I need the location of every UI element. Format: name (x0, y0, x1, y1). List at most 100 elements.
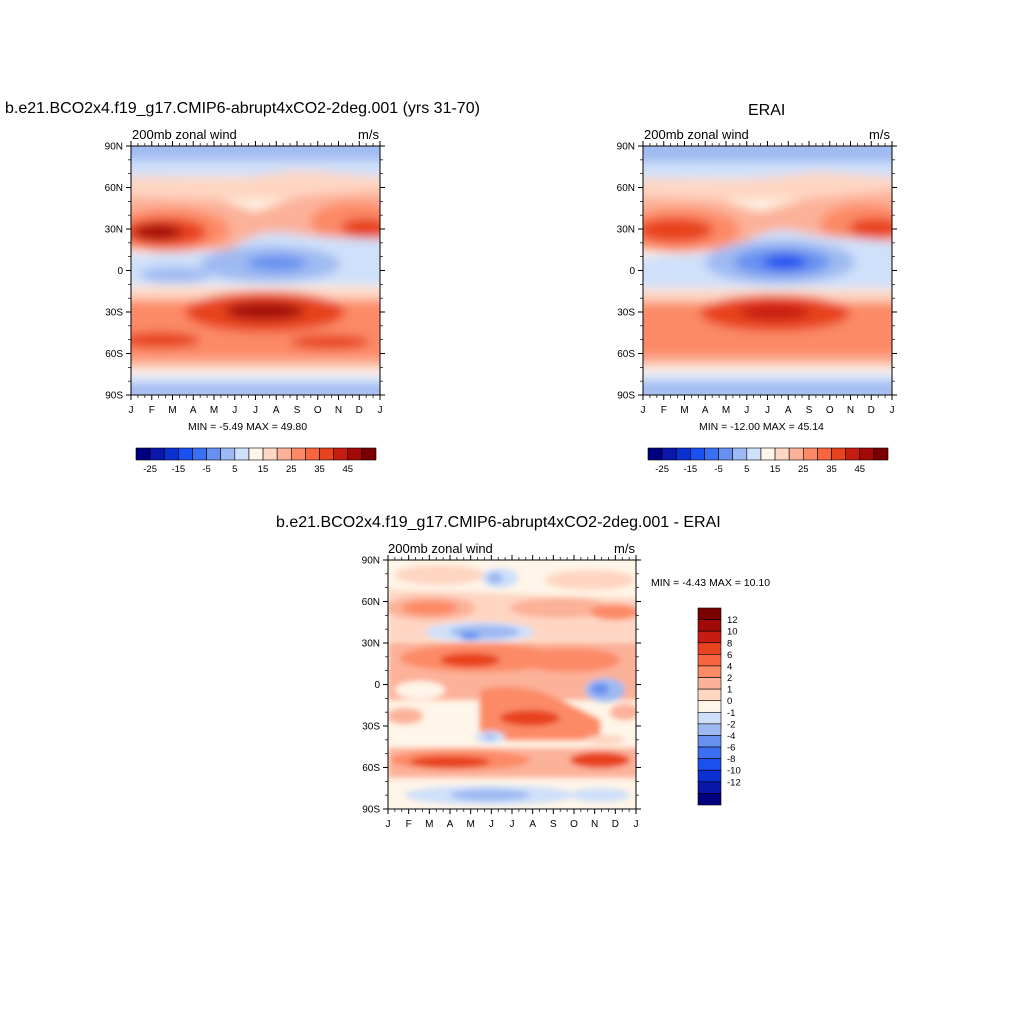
erai-x-tick-label: D (868, 405, 875, 416)
model-x-tick-label: J (378, 405, 383, 416)
model-colorbar-box (276, 447, 292, 461)
model-x-tick-label: A (190, 405, 197, 416)
erai-x-tick-label: M (722, 405, 730, 416)
model-colorbar-box (220, 447, 236, 461)
diff-colorbar-box (697, 700, 722, 713)
diff-x-tick-label: A (447, 819, 454, 830)
diff-colorbar-box (697, 758, 722, 771)
erai-contour-field (643, 146, 892, 395)
erai-panel-title: ERAI (748, 102, 786, 119)
diff-colorbar-box (697, 746, 722, 759)
model-y-tick-label: 30N (105, 225, 123, 236)
diff-colorbar-label: -6 (727, 743, 735, 754)
erai-colorbar-box (746, 447, 762, 461)
diff-stats: MIN = -4.43 MAX = 10.10 (651, 577, 771, 589)
diff-x-tick-label: A (529, 819, 536, 830)
diff-colorbar-box (697, 619, 722, 632)
erai-field-label: 200mb zonal wind (644, 127, 749, 142)
model-colorbar-box (305, 447, 320, 461)
diff-x-tick-label: F (406, 819, 412, 830)
erai-x-tick-label: J (890, 405, 895, 416)
erai-x-tick-label: J (765, 405, 770, 416)
erai-colorbar-box (732, 447, 748, 461)
erai-colorbar-box (760, 447, 776, 461)
model-y-tick-label: 60N (105, 183, 123, 194)
diff-colorbar-box (697, 654, 722, 667)
diff-x-tick-label: M (425, 819, 433, 830)
model-colorbar-box (149, 447, 165, 461)
model-colorbar-box (206, 447, 222, 461)
diff-x-tick-label: D (612, 819, 619, 830)
erai-y-tick-label: 90S (617, 391, 635, 402)
model-field-label: 200mb zonal wind (132, 127, 237, 142)
model-x-tick-label: J (232, 405, 237, 416)
model-colorbar-label: 5 (232, 464, 237, 475)
model-x-tick-label: J (129, 405, 134, 416)
model-colorbar-box (319, 447, 334, 461)
erai-colorbar-box (690, 447, 705, 461)
erai-colorbar-box (647, 447, 663, 461)
diff-colorbar-label: 8 (727, 638, 732, 649)
model-colorbar-label: 15 (258, 464, 269, 475)
diff-units-label: m/s (614, 541, 635, 556)
model-x-tick-label: N (335, 405, 342, 416)
diff-colorbar-label: 2 (727, 673, 732, 684)
model-units-label: m/s (358, 127, 379, 142)
model-x-tick-label: F (149, 405, 155, 416)
erai-colorbar-box (788, 447, 804, 461)
diff-colorbar-box (697, 607, 722, 620)
diff-x-tick-label: J (510, 819, 515, 830)
erai-y-tick-label: 60S (617, 349, 635, 360)
erai-colorbar-box (831, 447, 846, 461)
diff-colorbar-label: -10 (727, 766, 741, 777)
erai-colorbar-box (802, 447, 818, 461)
erai-x-tick-label: M (680, 405, 688, 416)
erai-colorbar-box (859, 447, 875, 461)
model-x-tick-label: S (294, 405, 301, 416)
diff-colorbar-box (697, 665, 722, 678)
model-colorbar-box (361, 447, 377, 461)
diff-colorbar-label: 4 (727, 661, 732, 672)
diff-x-tick-label: O (570, 819, 578, 830)
diff-colorbar-label: 1 (727, 685, 732, 696)
erai-colorbar-box (718, 447, 734, 461)
model-x-tick-label: J (253, 405, 258, 416)
erai-colorbar-label: -15 (683, 464, 697, 475)
erai-x-tick-label: N (847, 405, 854, 416)
model-colorbar-label: -15 (171, 464, 185, 475)
model-colorbar-box (290, 447, 306, 461)
erai-x-tick-label: F (661, 405, 667, 416)
model-stats: MIN = -5.49 MAX = 49.80 (188, 421, 308, 433)
model-panel-title: b.e21.BCO2x4.f19_g17.CMIP6-abrupt4xCO2-2… (5, 100, 480, 117)
model-colorbar-label: 25 (286, 464, 297, 475)
diff-x-tick-label: M (466, 819, 474, 830)
erai-colorbar-label: 35 (826, 464, 837, 475)
diff-colorbar-label: -8 (727, 754, 735, 765)
diff-x-tick-label: J (634, 819, 639, 830)
erai-colorbar-label: -25 (655, 464, 669, 475)
diff-y-tick-label: 60N (362, 597, 380, 608)
erai-x-tick-label: A (785, 405, 792, 416)
diff-x-tick-label: J (489, 819, 494, 830)
erai-colorbar-box (845, 447, 861, 461)
model-colorbar-box (262, 447, 278, 461)
diff-colorbar-label: -2 (727, 719, 735, 730)
diff-panel-title: b.e21.BCO2x4.f19_g17.CMIP6-abrupt4xCO2-2… (276, 514, 721, 531)
diff-colorbar-box (697, 630, 722, 644)
erai-colorbar-box (704, 447, 719, 461)
model-colorbar-box (163, 447, 179, 461)
model-colorbar-box (135, 447, 151, 461)
erai-colorbar-box (873, 447, 889, 461)
diff-colorbar-label: 12 (727, 615, 738, 626)
model-y-tick-label: 90N (105, 142, 123, 153)
erai-colorbar-label: -5 (714, 464, 722, 475)
model-y-tick-label: 30S (105, 308, 123, 319)
model-y-tick-label: 90S (105, 391, 123, 402)
model-colorbar-box (333, 447, 349, 461)
model-colorbar-box (192, 447, 207, 461)
diff-y-tick-label: 30N (362, 639, 380, 650)
erai-colorbar-box (661, 447, 677, 461)
diff-colorbar-label: -1 (727, 708, 735, 719)
diff-x-tick-label: J (386, 819, 391, 830)
